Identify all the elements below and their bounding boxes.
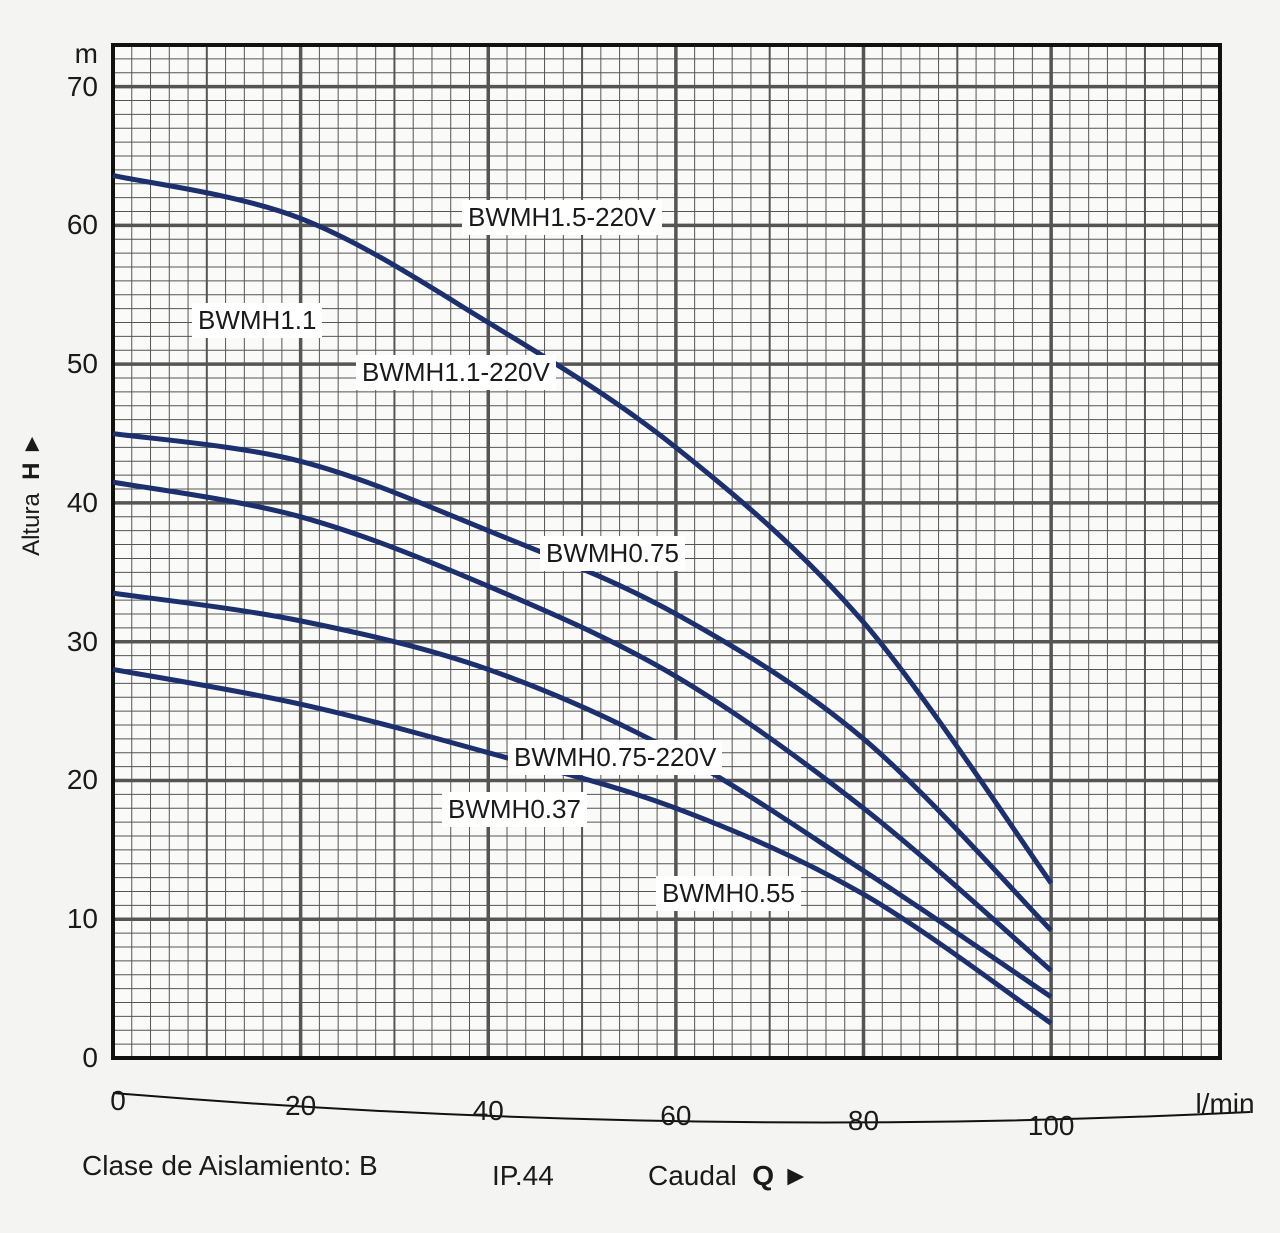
label-bwmh1-1: BWMH1.1 — [192, 303, 323, 338]
insulation-class: Clase de Aislamiento: B — [82, 1150, 378, 1181]
x-tick-label: 20 — [285, 1090, 317, 1121]
label-bwmh0-75: BWMH0.75 — [540, 536, 685, 571]
y-axis-symbol: H ► — [17, 432, 45, 480]
x-axis-label: Caudal — [648, 1160, 737, 1191]
x-tick-label: 40 — [472, 1095, 504, 1126]
label-bwmh0-55: BWMH0.55 — [656, 876, 801, 911]
plot-border — [111, 43, 1222, 1060]
x-tick-label: 0 — [110, 1085, 126, 1116]
curve-bwmh1-1-220v-bwmh0-75 — [112, 479, 1053, 973]
x-unit-label: l/min — [1195, 1088, 1255, 1119]
curve-bwmh0-75-220v-bwmh0-55 — [112, 590, 1053, 1000]
y-tick-label: 60 — [66, 209, 98, 241]
y-axis-label: Altura — [17, 493, 45, 556]
curve-bwmh0-37 — [112, 666, 1053, 1026]
curve-bwmh1-1 — [112, 431, 1053, 933]
label-bwmh1-5-220v: BWMH1.5-220V — [462, 200, 662, 235]
ip-rating: IP.44 — [492, 1160, 554, 1191]
curve-bwmh1-5-220v — [112, 173, 1054, 885]
x-axis-title: Caudal Q ► — [648, 1160, 810, 1192]
x-tick-label: 60 — [660, 1100, 692, 1131]
y-axis-title: Altura H ► — [18, 432, 46, 556]
y-tick-label: 10 — [66, 903, 98, 935]
x-tick-label: 100 — [1027, 1110, 1075, 1141]
y-tick-label: 20 — [66, 764, 98, 796]
label-bwmh0-75-220v: BWMH0.75-220V — [508, 740, 723, 775]
y-unit-label: m — [74, 38, 98, 69]
y-tick-label: 50 — [66, 348, 98, 380]
y-tick-label: 70 — [66, 70, 98, 102]
x-tick-label: 80 — [847, 1105, 880, 1136]
x-axis-symbol: Q ► — [752, 1160, 810, 1191]
label-bwmh1-1-220v: BWMH1.1-220V — [356, 355, 556, 390]
y-tick-label: 0 — [82, 1042, 98, 1073]
x-axis-line — [112, 1092, 1251, 1124]
label-bwmh0-37: BWMH0.37 — [442, 792, 587, 827]
y-tick-label: 40 — [66, 486, 98, 518]
y-tick-label: 30 — [66, 625, 98, 657]
